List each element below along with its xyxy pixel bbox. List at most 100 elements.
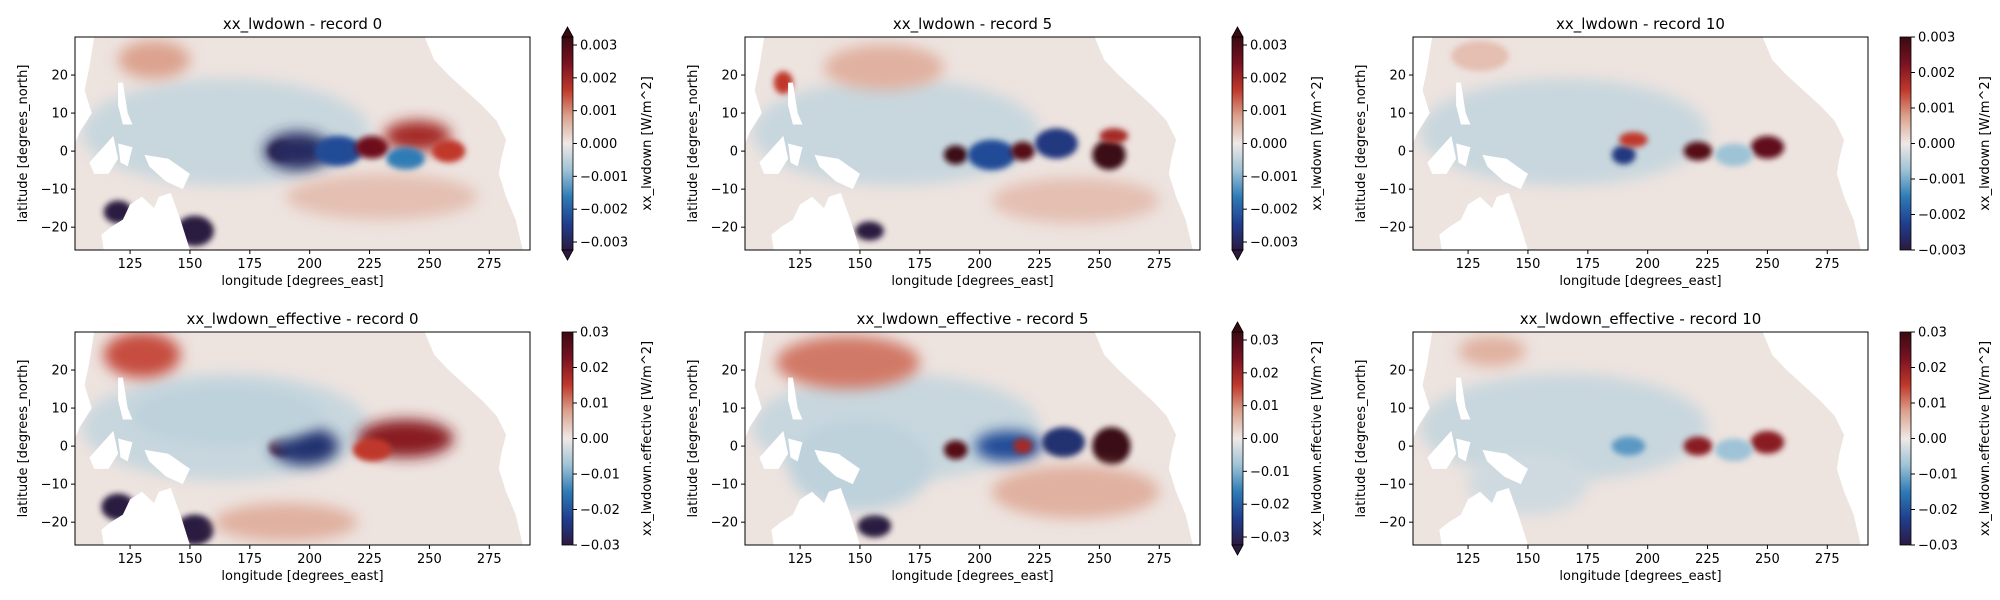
colorbar-gradient <box>1899 331 1912 546</box>
land-mask <box>1413 332 1433 439</box>
land-mask <box>75 332 95 439</box>
colorbar-label: xx_lwdown.effective [W/m^2] <box>1978 341 1993 536</box>
x-tick-label: 275 <box>1147 257 1172 272</box>
field-anomaly <box>1092 139 1126 171</box>
heatmap-panel: xx_lwdown_effective - record 5 125 150 175 2… <box>686 310 1325 584</box>
x-tick-label: 200 <box>297 257 322 272</box>
field-anomaly <box>1683 436 1713 456</box>
land-mask <box>1456 82 1471 125</box>
colorbar-extend-min <box>1231 249 1244 261</box>
y-tick-label: 0 <box>60 440 68 455</box>
land-mask <box>771 487 860 545</box>
x-tick-label: 250 <box>1087 257 1112 272</box>
colorbar-tick-label: −0.03 <box>1918 539 1958 554</box>
colorbar-tick-label: 0.00 <box>1250 432 1279 447</box>
land-mask <box>1456 377 1471 420</box>
land-mask <box>424 332 530 545</box>
y-tick-label: −20 <box>711 516 738 531</box>
x-tick-label: 125 <box>788 552 813 567</box>
land-mask <box>1482 154 1528 190</box>
land-mask <box>1094 37 1200 250</box>
axes-frame <box>74 36 531 251</box>
x-axis-label: longitude [degrees_east] <box>1559 274 1721 289</box>
land-mask <box>1456 143 1471 167</box>
field-anomaly <box>386 147 425 171</box>
y-tick-label: −10 <box>1379 183 1406 198</box>
field-anomaly <box>213 503 358 542</box>
field-anomaly <box>991 177 1160 224</box>
heatmap-field <box>75 332 530 545</box>
y-tick-label: −10 <box>711 183 738 198</box>
land-mask <box>144 154 190 190</box>
axes-frame <box>744 331 1201 546</box>
y-tick-label: 20 <box>721 69 738 84</box>
y-tick-label: 10 <box>1389 402 1406 417</box>
y-tick-label: −20 <box>711 221 738 236</box>
x-tick-label: 150 <box>178 552 203 567</box>
field-anomaly <box>1099 128 1129 144</box>
field-anomaly <box>314 135 363 167</box>
x-tick-label: 275 <box>1147 552 1172 567</box>
field-anomaly <box>1611 436 1646 456</box>
field-anomaly <box>103 332 181 378</box>
x-tick-label: 275 <box>1815 552 1840 567</box>
x-tick-label: 250 <box>1087 552 1112 567</box>
colorbar-tick-label: 0.03 <box>1918 326 1947 341</box>
y-tick-label: −20 <box>41 516 68 531</box>
y-tick-label: −10 <box>41 478 68 493</box>
colorbar: 0.03 0.02 0.01 0.00 −0.01 −0.02 −0.03 xx_lwdown… <box>1899 326 1993 554</box>
field-anomaly <box>118 40 190 79</box>
field-anomaly <box>1714 143 1754 167</box>
y-tick-label: 0 <box>60 145 68 160</box>
y-tick-label: 10 <box>1389 107 1406 122</box>
y-tick-label: 0 <box>1398 440 1406 455</box>
colorbar-tick-label: 0.001 <box>1918 102 1955 117</box>
panel-title: xx_lwdown - record 5 <box>893 15 1052 34</box>
x-tick-label: 150 <box>178 257 203 272</box>
y-tick-label: 20 <box>51 364 68 379</box>
x-tick-label: 225 <box>357 552 382 567</box>
colorbar-tick-label: 0.02 <box>1918 361 1947 376</box>
land-mask <box>759 430 789 469</box>
land-mask <box>118 82 133 125</box>
land-mask <box>788 82 803 125</box>
land-mask <box>118 377 133 420</box>
land-mask <box>75 37 95 144</box>
y-tick-label: 10 <box>721 402 738 417</box>
colorbar-tick-label: −0.001 <box>580 170 628 185</box>
land-mask <box>144 449 190 485</box>
colorbar-tick-label: −0.002 <box>580 203 628 218</box>
field-anomaly <box>1458 335 1526 367</box>
colorbar-tick-label: −0.02 <box>580 503 620 518</box>
land-mask <box>89 135 119 174</box>
colorbar-gradient <box>561 36 574 251</box>
y-tick-label: −20 <box>41 221 68 236</box>
y-tick-label: 0 <box>730 440 738 455</box>
field-anomaly <box>943 145 968 165</box>
y-axis-label: latitude [degrees_north] <box>16 65 31 223</box>
colorbar-tick-label: −0.01 <box>1250 465 1290 480</box>
colorbar-tick-label: −0.001 <box>1918 173 1966 188</box>
colorbar-extend-max <box>1231 321 1244 333</box>
colorbar-tick-label: −0.003 <box>580 236 628 251</box>
heatmap-field <box>75 37 530 250</box>
y-axis-label: latitude [degrees_north] <box>686 360 701 518</box>
axes-frame <box>744 36 1201 251</box>
colorbar-tick-label: −0.03 <box>1250 531 1290 546</box>
x-tick-label: 275 <box>477 257 502 272</box>
field-anomaly <box>1714 438 1754 462</box>
x-tick-label: 250 <box>417 257 442 272</box>
land-mask <box>89 430 119 469</box>
y-tick-label: −20 <box>1379 221 1406 236</box>
colorbar-gradient <box>1231 331 1244 546</box>
colorbar-tick-label: 0.001 <box>580 104 617 119</box>
land-mask <box>788 377 803 420</box>
colorbar-tick-label: −0.02 <box>1918 503 1958 518</box>
field-anomaly <box>130 385 322 447</box>
field-anomaly <box>1750 135 1785 159</box>
land-mask <box>1427 135 1457 174</box>
